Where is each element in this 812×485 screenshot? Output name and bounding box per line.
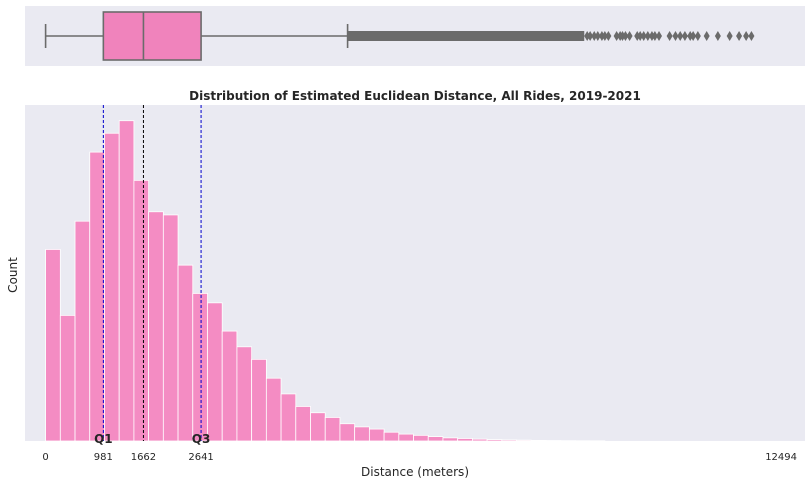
- box-outlier-point: [736, 31, 743, 41]
- histogram-bar: [192, 293, 208, 442]
- histogram-bar: [486, 439, 503, 442]
- x-tick-label: 2641: [188, 452, 213, 463]
- box-outlier-point: [587, 31, 594, 41]
- histogram-bar: [265, 377, 282, 442]
- histogram-bar: [148, 211, 164, 442]
- box-outlier-point: [651, 31, 658, 41]
- box-outlier-point: [640, 31, 647, 41]
- box-outlier-point: [605, 31, 612, 41]
- histogram-bar: [89, 151, 105, 442]
- x-tick-label: 1662: [131, 452, 156, 463]
- box-outlier-point: [626, 31, 633, 41]
- histogram-bar: [59, 314, 76, 442]
- x-tick-label: 12494: [765, 452, 797, 463]
- histogram-bar: [516, 439, 532, 442]
- histogram-bar: [398, 433, 414, 442]
- histogram-bar: [310, 412, 326, 442]
- quartile-label: Q3: [192, 432, 211, 446]
- box-outlier-point: [681, 31, 688, 41]
- box-outlier-point: [672, 31, 679, 41]
- histogram-bar: [339, 423, 356, 442]
- histogram-bar: [45, 249, 61, 442]
- box-outlier-point: [703, 31, 710, 41]
- box-iqr: [102, 11, 202, 61]
- histogram-bar: [442, 437, 459, 442]
- histogram-bar: [501, 439, 517, 442]
- histogram-bar: [207, 302, 223, 442]
- box-outlier-point: [666, 31, 673, 41]
- box-outlier-point: [748, 31, 755, 41]
- box-outlier-point: [622, 31, 629, 41]
- histogram-bar: [354, 426, 370, 442]
- histogram-bar: [251, 358, 267, 442]
- x-axis-label: Distance (meters): [361, 465, 469, 479]
- histogram-bar: [236, 346, 253, 442]
- histogram-bar: [74, 220, 91, 442]
- histogram-bar: [133, 179, 150, 442]
- histogram-bar: [295, 406, 311, 442]
- chart-title: Distribution of Estimated Euclidean Dist…: [189, 89, 641, 103]
- box-outlier-point: [677, 31, 684, 41]
- histogram-bar: [324, 417, 341, 442]
- histogram-bar: [427, 436, 444, 442]
- box-outlier-point: [690, 31, 697, 41]
- box-outlier-point: [637, 31, 644, 41]
- histogram-bar: [530, 439, 547, 442]
- box-plot-panel: [25, 6, 805, 66]
- quartile-label: Q1: [94, 432, 113, 446]
- box-outlier-point: [594, 31, 601, 41]
- histogram-bar: [221, 330, 238, 442]
- histogram-bar: [457, 438, 473, 442]
- box-outlier-point: [694, 31, 701, 41]
- box-outliers-dense: [347, 31, 585, 41]
- x-tick-label: 0: [42, 452, 48, 463]
- box-outlier-point: [743, 31, 750, 41]
- histogram-bar: [368, 428, 385, 442]
- histogram-bar: [280, 393, 297, 442]
- histogram-bar: [104, 132, 120, 442]
- y-axis-label: Count: [6, 257, 20, 293]
- box-outlier-point: [601, 31, 608, 41]
- box-outlier-point: [644, 31, 651, 41]
- histogram-bar: [177, 264, 194, 442]
- box-outlier-point: [726, 31, 733, 41]
- box-outlier-point: [656, 31, 663, 41]
- histogram-bar: [118, 120, 135, 442]
- x-tick-label: 981: [94, 452, 113, 463]
- histogram-bar: [162, 214, 179, 442]
- histogram-panel: Distribution of Estimated Euclidean Dist…: [6, 89, 805, 479]
- histogram-bar: [383, 431, 400, 442]
- box-outlier-point: [591, 31, 598, 41]
- histogram-bar: [471, 438, 488, 442]
- histogram-bar: [413, 434, 429, 442]
- box-outlier-point: [613, 31, 620, 41]
- box-outlier-point: [714, 31, 721, 41]
